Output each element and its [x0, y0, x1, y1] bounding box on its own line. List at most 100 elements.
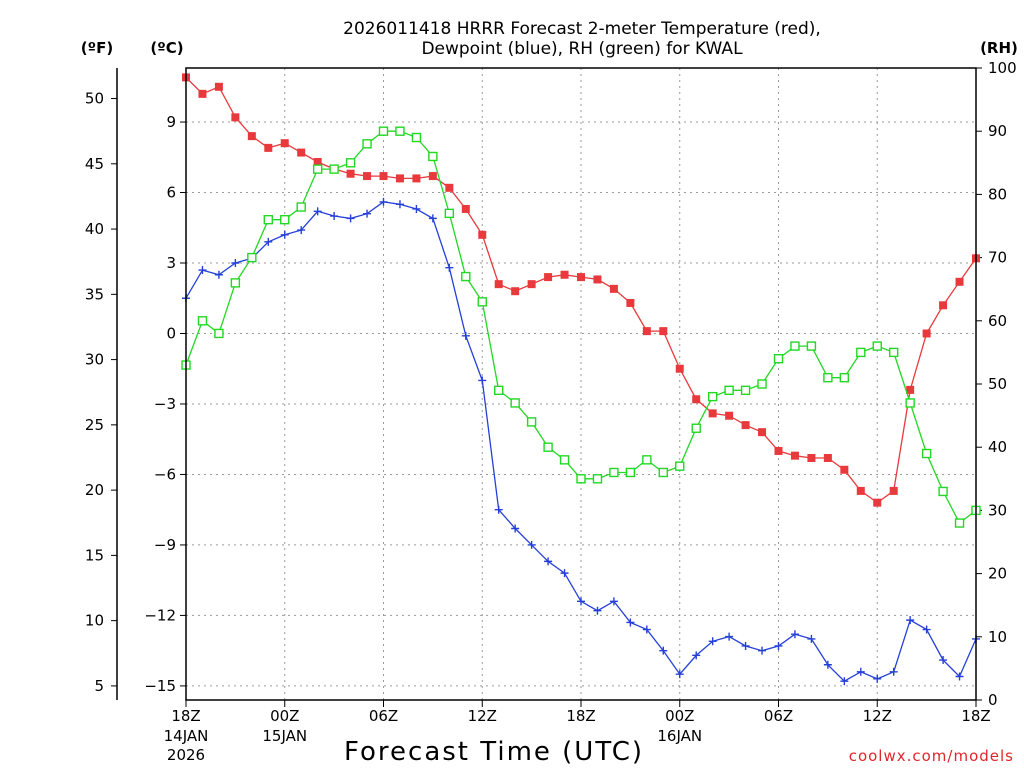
data-point — [625, 467, 636, 478]
data-point — [428, 214, 437, 223]
data-point — [921, 448, 932, 459]
data-point — [445, 263, 454, 272]
fahrenheit-tick-label: 35 — [85, 285, 104, 303]
data-point — [741, 421, 750, 430]
data-point — [889, 347, 899, 358]
data-point — [231, 259, 240, 268]
data-point — [198, 266, 207, 275]
data-point — [609, 467, 619, 478]
celsius-tick-label: −6 — [154, 465, 176, 483]
data-point — [922, 329, 931, 338]
data-point — [740, 385, 751, 396]
data-point — [313, 207, 322, 216]
x-tick-label: 18Z — [566, 707, 595, 725]
data-point — [544, 273, 553, 282]
data-point — [593, 275, 602, 284]
data-point — [774, 641, 783, 650]
fahrenheit-unit-label: (ºF) — [81, 39, 113, 57]
data-point — [330, 212, 339, 221]
data-point — [922, 625, 931, 634]
x-tick-label: 00Z — [270, 707, 299, 725]
data-point — [511, 524, 520, 533]
data-point — [642, 455, 652, 465]
data-point — [378, 126, 389, 136]
fahrenheit-tick-label: 5 — [94, 677, 104, 695]
data-point — [362, 139, 372, 149]
x-tick-label: 12Z — [863, 707, 892, 725]
data-point — [675, 364, 684, 373]
data-point — [692, 395, 701, 404]
celsius-tick-label: −15 — [144, 677, 176, 695]
celsius-tick-label: −9 — [154, 536, 176, 554]
data-point — [823, 454, 832, 463]
data-point — [954, 518, 965, 528]
data-point — [823, 660, 832, 669]
celsius-tick-label: −3 — [154, 395, 176, 413]
data-point — [280, 214, 290, 225]
data-point — [626, 298, 635, 307]
data-point — [823, 372, 833, 383]
rh-tick-label: 10 — [988, 628, 1007, 646]
data-point — [312, 164, 323, 174]
fahrenheit-tick-label: 15 — [85, 546, 104, 564]
data-point — [955, 672, 964, 681]
data-point — [395, 126, 405, 136]
x-axis-label: Forecast Time (UTC) — [344, 737, 644, 767]
data-point — [379, 172, 388, 181]
data-point — [658, 467, 668, 478]
data-point — [806, 341, 817, 351]
data-point — [395, 200, 404, 209]
data-point — [839, 372, 850, 383]
fahrenheit-tick-label: 30 — [85, 351, 104, 369]
data-point — [873, 674, 882, 683]
data-point — [346, 169, 355, 178]
rh-tick-label: 0 — [988, 691, 998, 709]
rh-tick-label: 20 — [988, 565, 1007, 583]
rh-tick-label: 60 — [988, 312, 1007, 330]
data-point — [691, 423, 701, 433]
series-2-meter-temperature — [182, 73, 980, 507]
data-point — [790, 341, 800, 351]
data-point — [626, 618, 635, 627]
data-point — [939, 656, 948, 665]
data-point — [707, 391, 718, 402]
data-point — [230, 278, 241, 288]
rh-tick-label: 100 — [988, 59, 1017, 77]
rh-tick-label: 50 — [988, 375, 1007, 393]
celsius-tick-label: 3 — [166, 254, 176, 272]
data-point — [725, 632, 734, 641]
data-point — [494, 280, 503, 289]
data-point — [346, 214, 355, 223]
x-tick-label: 18Z — [171, 707, 200, 725]
data-point — [428, 172, 437, 181]
data-point — [444, 208, 455, 219]
data-point — [577, 597, 585, 606]
data-point — [412, 204, 421, 213]
fahrenheit-tick-label: 50 — [85, 90, 104, 108]
data-point — [527, 280, 536, 289]
celsius-tick-label: 6 — [166, 184, 176, 202]
fahrenheit-tick-label: 45 — [85, 155, 104, 173]
data-point — [642, 327, 651, 336]
data-point — [264, 143, 273, 152]
x-tick-label: 06Z — [369, 707, 398, 725]
data-point — [906, 385, 915, 394]
data-point — [938, 486, 948, 497]
data-point — [247, 132, 256, 141]
data-point — [642, 625, 651, 634]
data-point — [345, 158, 356, 168]
data-point — [461, 271, 471, 282]
data-point — [790, 451, 799, 460]
data-point — [592, 474, 603, 484]
data-point — [247, 252, 257, 263]
data-point — [560, 270, 569, 279]
data-point — [724, 385, 734, 396]
data-point — [296, 202, 306, 212]
data-point — [263, 214, 273, 225]
data-point — [478, 376, 487, 385]
fahrenheit-tick-label: 40 — [85, 220, 104, 238]
data-point — [758, 428, 767, 437]
data-point — [395, 174, 404, 183]
